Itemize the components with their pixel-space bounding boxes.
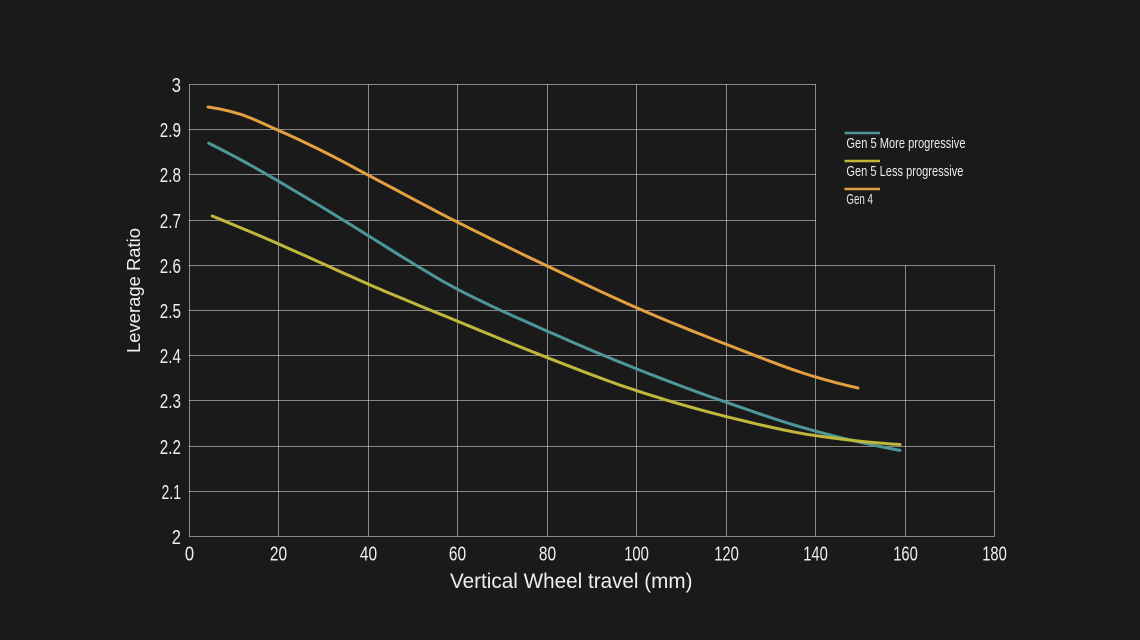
svg-text:Vertical Wheel travel (mm): Vertical Wheel travel (mm) bbox=[450, 570, 693, 593]
svg-text:2.9: 2.9 bbox=[160, 119, 181, 142]
svg-text:Gen 5 Less progressive: Gen 5 Less progressive bbox=[846, 163, 963, 180]
svg-text:140: 140 bbox=[803, 542, 828, 565]
svg-text:120: 120 bbox=[714, 542, 739, 565]
svg-text:40: 40 bbox=[360, 542, 377, 565]
svg-text:Leverage Ratio: Leverage Ratio bbox=[124, 228, 144, 353]
svg-text:160: 160 bbox=[893, 542, 918, 565]
svg-text:Gen 5 More progressive: Gen 5 More progressive bbox=[846, 135, 965, 152]
svg-text:2.3: 2.3 bbox=[160, 390, 181, 413]
svg-text:Gen 4: Gen 4 bbox=[846, 191, 873, 208]
svg-text:2.7: 2.7 bbox=[160, 210, 181, 233]
svg-text:2.2: 2.2 bbox=[160, 436, 181, 459]
svg-text:80: 80 bbox=[539, 542, 556, 565]
svg-text:2.8: 2.8 bbox=[160, 164, 181, 187]
svg-text:180: 180 bbox=[982, 542, 1007, 565]
svg-text:60: 60 bbox=[449, 542, 466, 565]
svg-text:2.6: 2.6 bbox=[160, 255, 181, 278]
svg-text:20: 20 bbox=[270, 542, 287, 565]
svg-text:100: 100 bbox=[624, 542, 649, 565]
svg-text:2.5: 2.5 bbox=[160, 300, 181, 323]
svg-text:2.4: 2.4 bbox=[160, 345, 181, 368]
svg-text:3: 3 bbox=[172, 74, 181, 97]
svg-text:2.1: 2.1 bbox=[162, 481, 182, 504]
svg-text:2: 2 bbox=[172, 526, 181, 549]
svg-text:0: 0 bbox=[185, 542, 194, 565]
